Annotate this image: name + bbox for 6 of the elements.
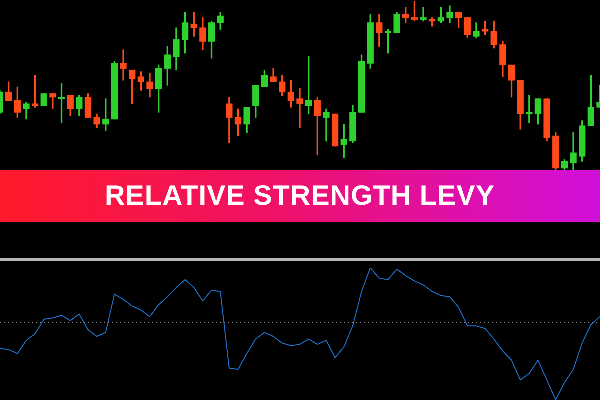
candlestick bbox=[420, 7, 427, 22]
candlestick bbox=[120, 50, 127, 81]
candlestick bbox=[296, 88, 304, 128]
banner: RELATIVE STRENGTH LEVY bbox=[0, 170, 600, 222]
candlestick bbox=[50, 94, 56, 110]
candlestick bbox=[323, 108, 330, 142]
